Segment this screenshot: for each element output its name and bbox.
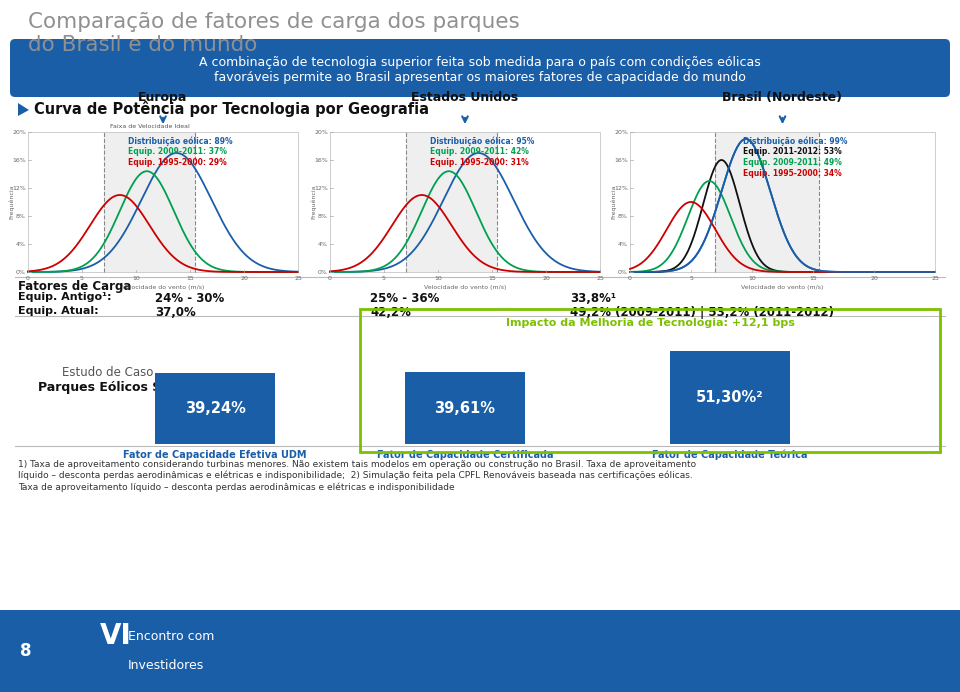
Text: Equip. 2009-2011: 49%: Equip. 2009-2011: 49% xyxy=(743,158,842,167)
Text: Comparação de fatores de carga dos parques: Comparação de fatores de carga dos parqu… xyxy=(28,12,519,32)
Text: 16%: 16% xyxy=(614,158,628,163)
Text: Investidores: Investidores xyxy=(128,659,204,672)
Text: 20: 20 xyxy=(240,276,248,281)
Bar xyxy=(0,610,960,692)
Text: 20: 20 xyxy=(542,276,550,281)
Text: Equip. Atual:: Equip. Atual: xyxy=(18,306,99,316)
Text: A combinação de tecnologia superior feita sob medida para o país com condições e: A combinação de tecnologia superior feit… xyxy=(199,56,761,69)
Bar xyxy=(155,373,275,444)
Text: 15: 15 xyxy=(488,276,496,281)
Text: Impacto da Melhoria de Tecnologia: +12,1 bps: Impacto da Melhoria de Tecnologia: +12,1… xyxy=(506,318,795,328)
Bar xyxy=(28,132,298,272)
Text: 8%: 8% xyxy=(16,214,26,219)
Text: 8%: 8% xyxy=(318,214,328,219)
Text: 12%: 12% xyxy=(12,185,26,190)
Text: Distribuição eólica: 99%: Distribuição eólica: 99% xyxy=(743,136,848,145)
Text: Europa: Europa xyxy=(138,91,188,104)
Text: 0: 0 xyxy=(26,276,30,281)
Text: Frequência: Frequência xyxy=(10,185,14,219)
Text: 5: 5 xyxy=(80,276,84,281)
Text: Parques Eólicos SIIF: Parques Eólicos SIIF xyxy=(37,381,179,394)
Text: 42,2%: 42,2% xyxy=(370,306,411,319)
Text: 0%: 0% xyxy=(318,269,328,275)
Bar xyxy=(406,132,497,272)
Text: 15: 15 xyxy=(186,276,194,281)
Text: Estados Unidos: Estados Unidos xyxy=(412,91,518,104)
Text: Fatores de Carga: Fatores de Carga xyxy=(18,280,132,293)
Text: VI: VI xyxy=(100,622,132,650)
Text: Frequência: Frequência xyxy=(311,185,317,219)
Text: Curva de Potência por Tecnologia por Geografia: Curva de Potência por Tecnologia por Geo… xyxy=(34,101,429,117)
Text: Velocidade do vento (m/s): Velocidade do vento (m/s) xyxy=(741,285,824,290)
Text: 20%: 20% xyxy=(614,129,628,134)
Text: 0%: 0% xyxy=(618,269,628,275)
Text: 4%: 4% xyxy=(16,242,26,246)
Text: 4%: 4% xyxy=(318,242,328,246)
Text: 25: 25 xyxy=(931,276,939,281)
Text: 24% - 30%: 24% - 30% xyxy=(155,292,225,305)
Text: Equip. Antigo¹:: Equip. Antigo¹: xyxy=(18,292,111,302)
Text: Equip. 2009-2011: 42%: Equip. 2009-2011: 42% xyxy=(430,147,529,156)
Text: 25: 25 xyxy=(294,276,302,281)
Text: 12%: 12% xyxy=(614,185,628,190)
Text: 39,61%: 39,61% xyxy=(435,401,495,416)
Text: 15: 15 xyxy=(809,276,817,281)
Text: 20%: 20% xyxy=(12,129,26,134)
Text: Equip. 2009-2011: 37%: Equip. 2009-2011: 37% xyxy=(128,147,227,156)
Text: Equip. 1995-2000: 31%: Equip. 1995-2000: 31% xyxy=(430,158,529,167)
Text: 33,8%¹: 33,8%¹ xyxy=(570,292,616,305)
Text: Equip. 1995-2000: 29%: Equip. 1995-2000: 29% xyxy=(128,158,227,167)
Bar xyxy=(104,132,196,272)
Text: 12%: 12% xyxy=(314,185,328,190)
Text: 25: 25 xyxy=(596,276,604,281)
Text: 1) Taxa de aproveitamento considerando turbinas menores. Não existem tais modelo: 1) Taxa de aproveitamento considerando t… xyxy=(18,460,696,469)
Text: 10: 10 xyxy=(748,276,756,281)
Text: Estudo de Caso: Estudo de Caso xyxy=(62,365,154,379)
Text: 5: 5 xyxy=(382,276,386,281)
Text: 10: 10 xyxy=(132,276,140,281)
Text: 25% - 36%: 25% - 36% xyxy=(370,292,440,305)
Text: 0: 0 xyxy=(328,276,332,281)
Bar xyxy=(360,309,940,452)
Text: 0: 0 xyxy=(628,276,632,281)
Text: Equip. 2011-2012: 53%: Equip. 2011-2012: 53% xyxy=(743,147,842,156)
Text: favoráveis permite ao Brasil apresentar os maiores fatores de capacidade do mund: favoráveis permite ao Brasil apresentar … xyxy=(214,71,746,84)
Text: 20: 20 xyxy=(870,276,878,281)
Text: 39,24%: 39,24% xyxy=(184,401,246,416)
Text: 51,30%²: 51,30%² xyxy=(696,390,764,405)
Text: Velocidade do vento (m/s): Velocidade do vento (m/s) xyxy=(122,285,204,290)
Text: Fator de Capacidade Efetiva UDM: Fator de Capacidade Efetiva UDM xyxy=(123,450,307,460)
Text: líquido – desconta perdas aerodinâmicas e elétricas e indisponibilidade;  2) Sim: líquido – desconta perdas aerodinâmicas … xyxy=(18,471,693,480)
Text: Encontro com: Encontro com xyxy=(128,630,214,643)
Text: 37,0%: 37,0% xyxy=(155,306,196,319)
Text: 16%: 16% xyxy=(314,158,328,163)
Text: 8%: 8% xyxy=(618,214,628,219)
Text: 5: 5 xyxy=(689,276,693,281)
Bar xyxy=(405,372,525,444)
Text: Equip. 1995-2000: 34%: Equip. 1995-2000: 34% xyxy=(743,169,842,178)
Text: Fator de Capacidade Certificada: Fator de Capacidade Certificada xyxy=(376,450,553,460)
Text: 8: 8 xyxy=(20,642,32,660)
Text: 16%: 16% xyxy=(12,158,26,163)
Text: Taxa de aproveitamento líquido – desconta perdas aerodinâmicas e elétricas e ind: Taxa de aproveitamento líquido – descont… xyxy=(18,482,455,491)
Text: 0%: 0% xyxy=(16,269,26,275)
Bar xyxy=(670,351,790,444)
Text: Brasil (Nordeste): Brasil (Nordeste) xyxy=(723,91,843,104)
Text: do Brasil e do mundo: do Brasil e do mundo xyxy=(28,35,257,55)
Bar xyxy=(330,132,600,272)
Text: Frequência: Frequência xyxy=(612,185,616,219)
FancyBboxPatch shape xyxy=(10,39,950,97)
Bar xyxy=(630,132,935,272)
Text: Faixa de Velocidade Ideal: Faixa de Velocidade Ideal xyxy=(109,124,189,129)
Text: Distribuição eólica: 89%: Distribuição eólica: 89% xyxy=(128,136,232,145)
Text: 20%: 20% xyxy=(314,129,328,134)
Text: 4%: 4% xyxy=(618,242,628,246)
Text: 49,2% (2009-2011) | 53,2% (2011-2012): 49,2% (2009-2011) | 53,2% (2011-2012) xyxy=(570,306,834,319)
Text: Fator de Capacidade Teórica: Fator de Capacidade Teórica xyxy=(652,450,807,460)
Polygon shape xyxy=(18,103,29,116)
Text: Velocidade do vento (m/s): Velocidade do vento (m/s) xyxy=(423,285,506,290)
Text: 10: 10 xyxy=(434,276,442,281)
Bar xyxy=(715,132,819,272)
Text: Distribuição eólica: 95%: Distribuição eólica: 95% xyxy=(430,136,535,145)
